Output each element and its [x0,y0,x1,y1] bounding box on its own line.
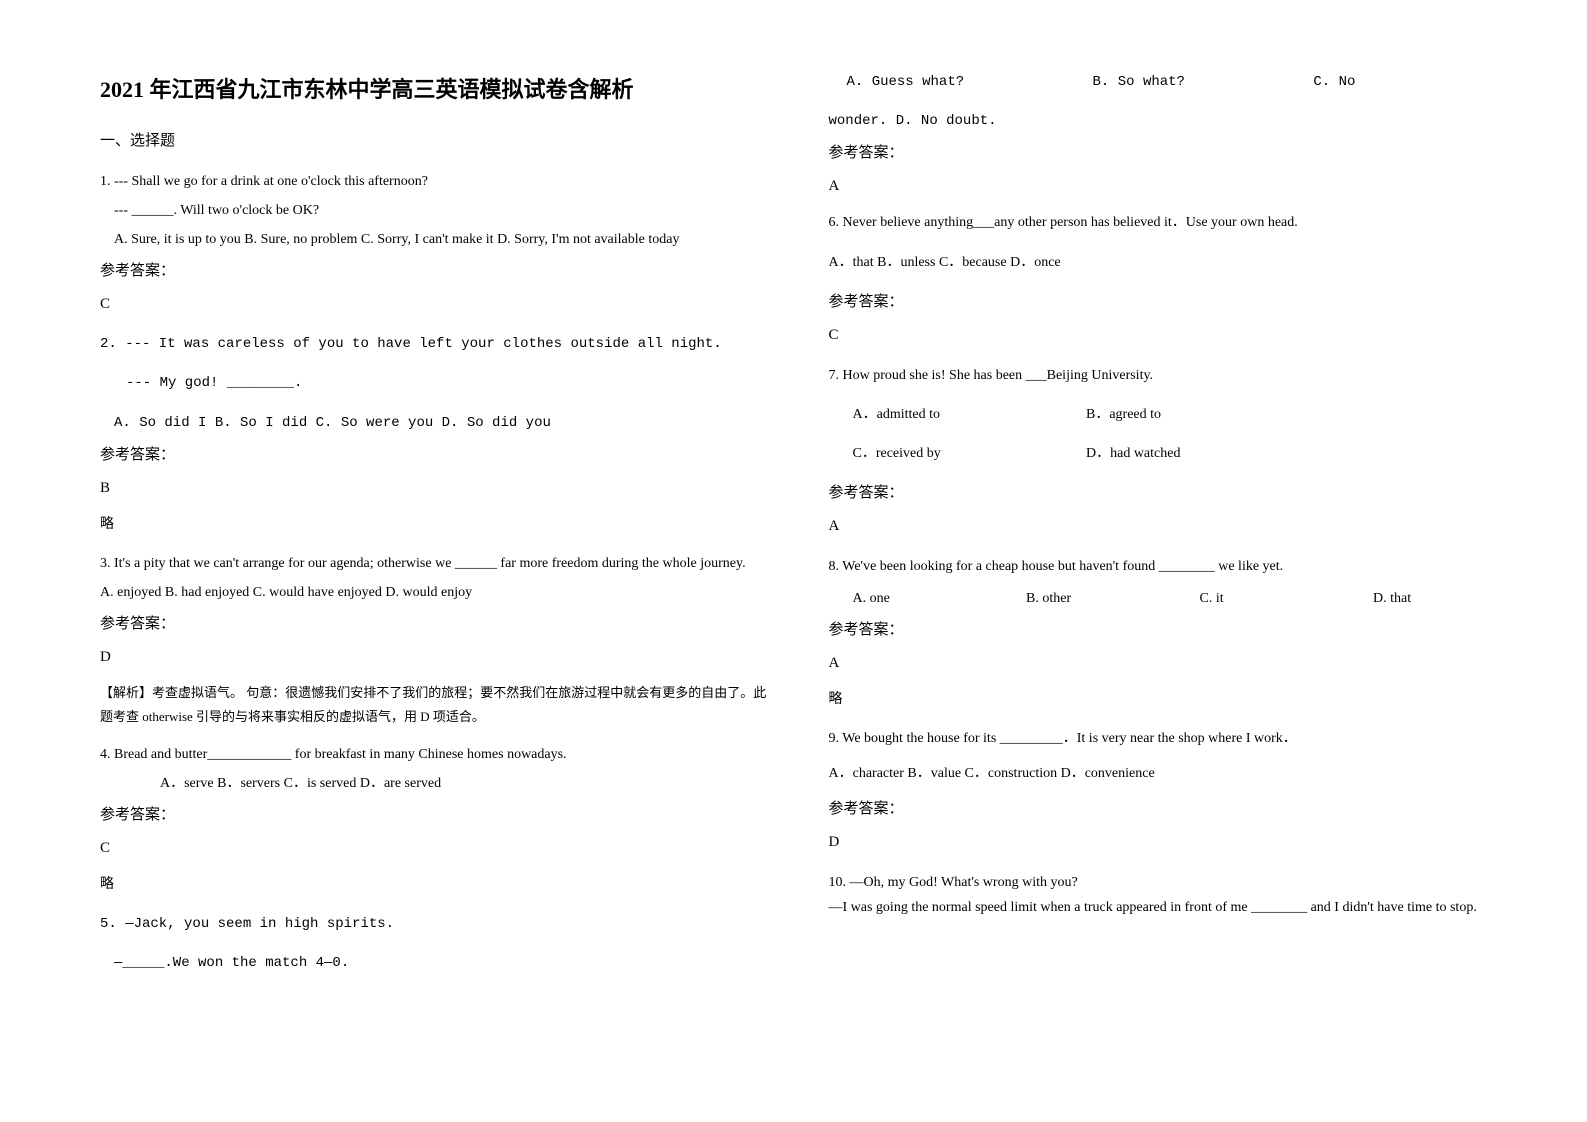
answer-label: 参考答案： [829,617,1498,644]
answer-label: 参考答案： [100,442,769,469]
q3-explain: 【解析】考查虚拟语气。 句意：很遗憾我们安排不了我们的旅程；要不然我们在旅游过程… [100,681,769,728]
q5-line1: 5. —Jack, you seem in high spirits. [100,912,769,937]
q3-answer: D [100,644,769,671]
q7-opt-a: A．admitted to [853,402,1083,427]
q4-options: A．serve B．servers C．is served D．are serv… [100,771,769,796]
q5-line2: —_____.We won the match 4—0. [100,951,769,976]
q1-line2: --- ______. Will two o'clock be OK? [100,198,769,223]
q8-options-row: A. one B. other C. it D. that [829,586,1498,611]
question-8: 8. We've been looking for a cheap house … [829,554,1498,712]
question-4: 4. Bread and butter____________ for brea… [100,742,769,898]
q2-answer: B [100,475,769,502]
q8-opt-a: A. one [853,586,1023,611]
q2-omit: 略 [100,512,769,537]
q4-line1: 4. Bread and butter____________ for brea… [100,742,769,767]
question-2: 2. --- It was careless of you to have le… [100,332,769,537]
q8-opt-b: B. other [1026,586,1196,611]
question-10: 10. —Oh, my God! What's wrong with you? … [829,870,1498,920]
question-5: 5. —Jack, you seem in high spirits. —___… [100,912,769,976]
document-title: 2021 年江西省九江市东林中学高三英语模拟试卷含解析 [100,70,769,110]
q10-line1: 10. —Oh, my God! What's wrong with you? [829,870,1498,895]
q10-line2: —I was going the normal speed limit when… [829,895,1498,920]
q8-opt-d: D. that [1373,591,1411,606]
question-9: 9. We bought the house for its _________… [829,726,1498,856]
answer-label: 参考答案： [829,796,1498,823]
q9-options: A．character B．value C．construction D．con… [829,761,1498,786]
left-column: 2021 年江西省九江市东林中学高三英语模拟试卷含解析 一、选择题 1. ---… [100,70,769,1082]
q4-omit: 略 [100,872,769,897]
q7-row1: A．admitted to B．agreed to [829,402,1498,427]
section-heading: 一、选择题 [100,128,769,155]
q9-line1: 9. We bought the house for its _________… [829,726,1498,751]
q7-opt-d: D．had watched [1086,446,1180,461]
answer-label: 参考答案： [829,140,1498,167]
question-1: 1. --- Shall we go for a drink at one o'… [100,169,769,319]
question-6: 6. Never believe anything___any other pe… [829,210,1498,348]
page-container: 2021 年江西省九江市东林中学高三英语模拟试卷含解析 一、选择题 1. ---… [0,0,1587,1122]
q1-options: A. Sure, it is up to you B. Sure, no pro… [100,227,769,252]
q7-row2: C．received by D．had watched [829,441,1498,466]
answer-label: 参考答案： [100,802,769,829]
q8-omit: 略 [829,687,1498,712]
q3-line1: 3. It's a pity that we can't arrange for… [100,551,769,576]
q8-answer: A [829,650,1498,677]
q1-answer: C [100,291,769,318]
answer-label: 参考答案： [100,258,769,285]
q6-answer: C [829,322,1498,349]
q5-opt-c: C. No [1313,74,1355,90]
q2-line1: 2. --- It was careless of you to have le… [100,332,769,357]
question-3: 3. It's a pity that we can't arrange for… [100,551,769,728]
answer-label: 参考答案： [100,611,769,638]
answer-label: 参考答案： [829,480,1498,507]
q4-answer: C [100,835,769,862]
q5-opt-b: B. So what? [1093,70,1185,95]
q5-opt-a: A. Guess what? [847,70,965,95]
q2-line2: --- My god! ________. [100,371,769,396]
q6-line1: 6. Never believe anything___any other pe… [829,210,1498,235]
q5-options-row: A. Guess what? B. So what? C. No [829,70,1498,95]
q7-opt-c: C．received by [853,441,1083,466]
q8-line1: 8. We've been looking for a cheap house … [829,554,1498,579]
answer-label: 参考答案： [829,289,1498,316]
right-column: A. Guess what? B. So what? C. No wonder.… [829,70,1498,1082]
q6-options: A．that B．unless C．because D．once [829,250,1498,275]
question-7: 7. How proud she is! She has been ___Bei… [829,363,1498,541]
q5-answer: A [829,173,1498,200]
q7-line1: 7. How proud she is! She has been ___Bei… [829,363,1498,388]
q9-answer: D [829,829,1498,856]
q5-options-cont: wonder. D. No doubt. [829,109,1498,134]
q2-options: A. So did I B. So I did C. So were you D… [100,411,769,436]
q8-opt-c: C. it [1200,586,1370,611]
q7-answer: A [829,513,1498,540]
q3-options: A. enjoyed B. had enjoyed C. would have … [100,580,769,605]
q7-opt-b: B．agreed to [1086,407,1161,422]
q1-line1: 1. --- Shall we go for a drink at one o'… [100,169,769,194]
